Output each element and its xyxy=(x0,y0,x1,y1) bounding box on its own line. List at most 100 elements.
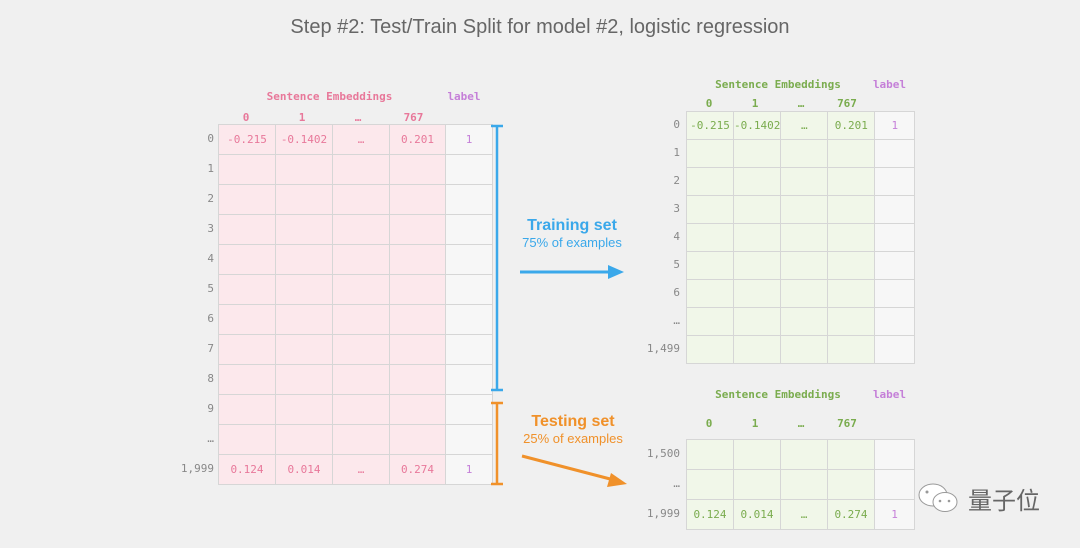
embedding-cell xyxy=(780,439,828,470)
label-cell xyxy=(874,251,916,280)
embedding-cell xyxy=(780,335,829,364)
embedding-cell xyxy=(780,307,829,336)
table-row xyxy=(686,167,916,196)
embedding-cell xyxy=(780,279,829,308)
column-index: 1 xyxy=(298,111,306,124)
row-index: 1,999 xyxy=(180,462,214,475)
embedding-cell xyxy=(332,394,390,425)
table-row: 0.124 0.014… 0.274 1 xyxy=(218,454,493,485)
row-index: 2 xyxy=(207,192,214,205)
embedding-cell: -0.215 xyxy=(218,124,276,155)
label-cell: 1 xyxy=(874,111,916,140)
testing-arrow xyxy=(521,454,627,487)
embedding-cell xyxy=(686,195,734,224)
table-row xyxy=(218,334,493,365)
label-cell xyxy=(445,304,493,335)
embedding-cell xyxy=(218,364,276,395)
row-index: 5 xyxy=(673,258,680,271)
label-cell xyxy=(874,279,916,308)
embedding-cell xyxy=(827,139,876,168)
column-index: 767 xyxy=(837,417,857,430)
embedding-cell xyxy=(780,139,829,168)
table-row xyxy=(686,223,916,252)
label-header: label xyxy=(447,90,481,103)
column-index: … xyxy=(797,97,805,110)
watermark: 量子位 xyxy=(916,480,1040,516)
embedding-cell xyxy=(732,335,782,364)
embedding-cell xyxy=(218,184,276,215)
embeddings-header: Sentence Embeddings xyxy=(266,90,393,103)
embedding-cell xyxy=(275,394,333,425)
table-row: -0.215 -0.1402… 0.201 1 xyxy=(686,111,916,140)
label-cell xyxy=(874,167,916,196)
label-cell xyxy=(874,195,916,224)
label-cell xyxy=(445,274,493,305)
embedding-cell xyxy=(218,154,276,185)
embedding-cell xyxy=(827,469,875,500)
table-row xyxy=(218,304,493,335)
table-row xyxy=(218,214,493,245)
embedding-cell xyxy=(389,424,446,455)
embedding-cell: 0.201 xyxy=(389,124,446,155)
embedding-cell xyxy=(732,139,782,168)
label-cell: 1 xyxy=(445,454,493,485)
row-index: … xyxy=(673,477,680,490)
label-cell xyxy=(874,223,916,252)
label-cell xyxy=(445,424,493,455)
label-cell xyxy=(445,214,493,245)
column-index: … xyxy=(354,111,362,124)
embedding-cell xyxy=(218,334,276,365)
row-index: 1,499 xyxy=(646,342,680,355)
column-index: 0 xyxy=(705,97,713,110)
testing-bracket xyxy=(491,401,503,486)
table-row xyxy=(686,439,915,470)
embedding-cell xyxy=(389,154,446,185)
label-cell xyxy=(874,335,916,364)
label-cell xyxy=(445,184,493,215)
label-cell xyxy=(445,334,493,365)
row-index: 0 xyxy=(207,132,214,145)
embedding-cell xyxy=(686,469,734,500)
training-arrow xyxy=(520,265,624,279)
embeddings-header: Sentence Embeddings xyxy=(715,78,841,91)
training-set-label: Training set 75% of examples xyxy=(502,217,642,250)
row-index: 1 xyxy=(207,162,214,175)
column-index: 1 xyxy=(751,417,759,430)
label-cell: 1 xyxy=(874,499,915,530)
embedding-cell xyxy=(827,223,876,252)
embedding-cell xyxy=(275,244,333,275)
table-row xyxy=(686,335,916,364)
testing-set-subtitle: 25% of examples xyxy=(523,431,623,446)
embedding-cell xyxy=(732,195,782,224)
embedding-cell: 0.124 xyxy=(686,499,734,530)
data-grid: -0.215 -0.1402… 0.201 1 xyxy=(686,111,916,364)
label-cell xyxy=(445,364,493,395)
embedding-cell: -0.1402 xyxy=(732,111,782,140)
row-index: 5 xyxy=(207,282,214,295)
column-index: 0 xyxy=(242,111,250,124)
row-index: 4 xyxy=(673,230,680,243)
embedding-cell xyxy=(275,214,333,245)
embedding-cell xyxy=(332,244,390,275)
label-cell xyxy=(874,307,916,336)
column-index: … xyxy=(797,417,805,430)
label-cell: 1 xyxy=(445,124,493,155)
embedding-cell xyxy=(732,279,782,308)
row-index: 3 xyxy=(207,222,214,235)
embedding-cell xyxy=(686,167,734,196)
embedding-cell: … xyxy=(332,454,390,485)
embedding-cell: 0.014 xyxy=(733,499,781,530)
table-row xyxy=(686,469,915,500)
column-index: 767 xyxy=(403,111,424,124)
embedding-cell: 0.124 xyxy=(218,454,276,485)
row-index: 7 xyxy=(207,342,214,355)
embedding-cell xyxy=(332,304,390,335)
embedding-cell xyxy=(732,167,782,196)
embedding-cell: 0.201 xyxy=(827,111,876,140)
embedding-cell: … xyxy=(780,499,828,530)
training-set-subtitle: 75% of examples xyxy=(522,235,622,250)
embedding-cell: 0.274 xyxy=(827,499,875,530)
label-header: label xyxy=(872,388,907,401)
table-row xyxy=(218,424,493,455)
